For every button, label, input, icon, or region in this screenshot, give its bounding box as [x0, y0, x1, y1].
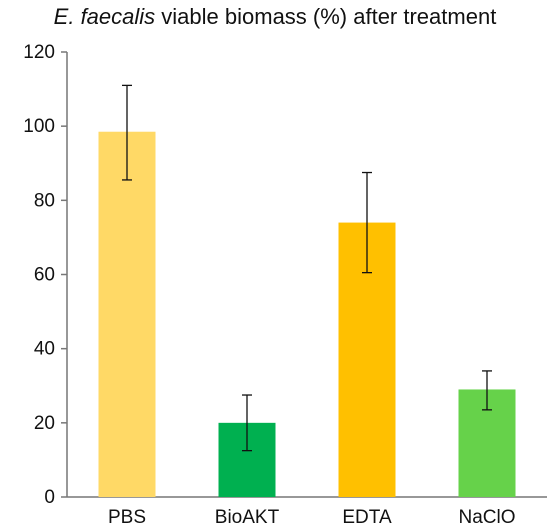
x-tick-label: BioAKT	[215, 507, 280, 528]
x-tick-label: NaClO	[458, 507, 515, 528]
y-tick-label: 60	[34, 265, 55, 286]
chart-title-species: E. faecalis	[53, 4, 156, 29]
bars	[98, 131, 516, 498]
y-axis: 0 20 40 60 80 100 120	[23, 42, 68, 508]
x-tick-label: EDTA	[342, 507, 392, 528]
chart-title-text: viable biomass (%) after treatment	[155, 4, 497, 29]
y-tick-label: 80	[34, 190, 55, 211]
y-tick-label: 120	[23, 42, 55, 63]
error-bars	[122, 84, 492, 452]
x-axis: PBS BioAKT EDTA NaClO	[67, 496, 547, 528]
x-tick-label: PBS	[108, 507, 146, 528]
bar-pbs	[98, 131, 156, 497]
y-tick-label: 0	[44, 487, 55, 508]
y-tick-label: 40	[34, 339, 55, 360]
y-tick-label: 20	[34, 413, 55, 434]
chart-title: E. faecalis viable biomass (%) after tre…	[0, 4, 550, 30]
y-tick-label: 100	[23, 116, 55, 137]
